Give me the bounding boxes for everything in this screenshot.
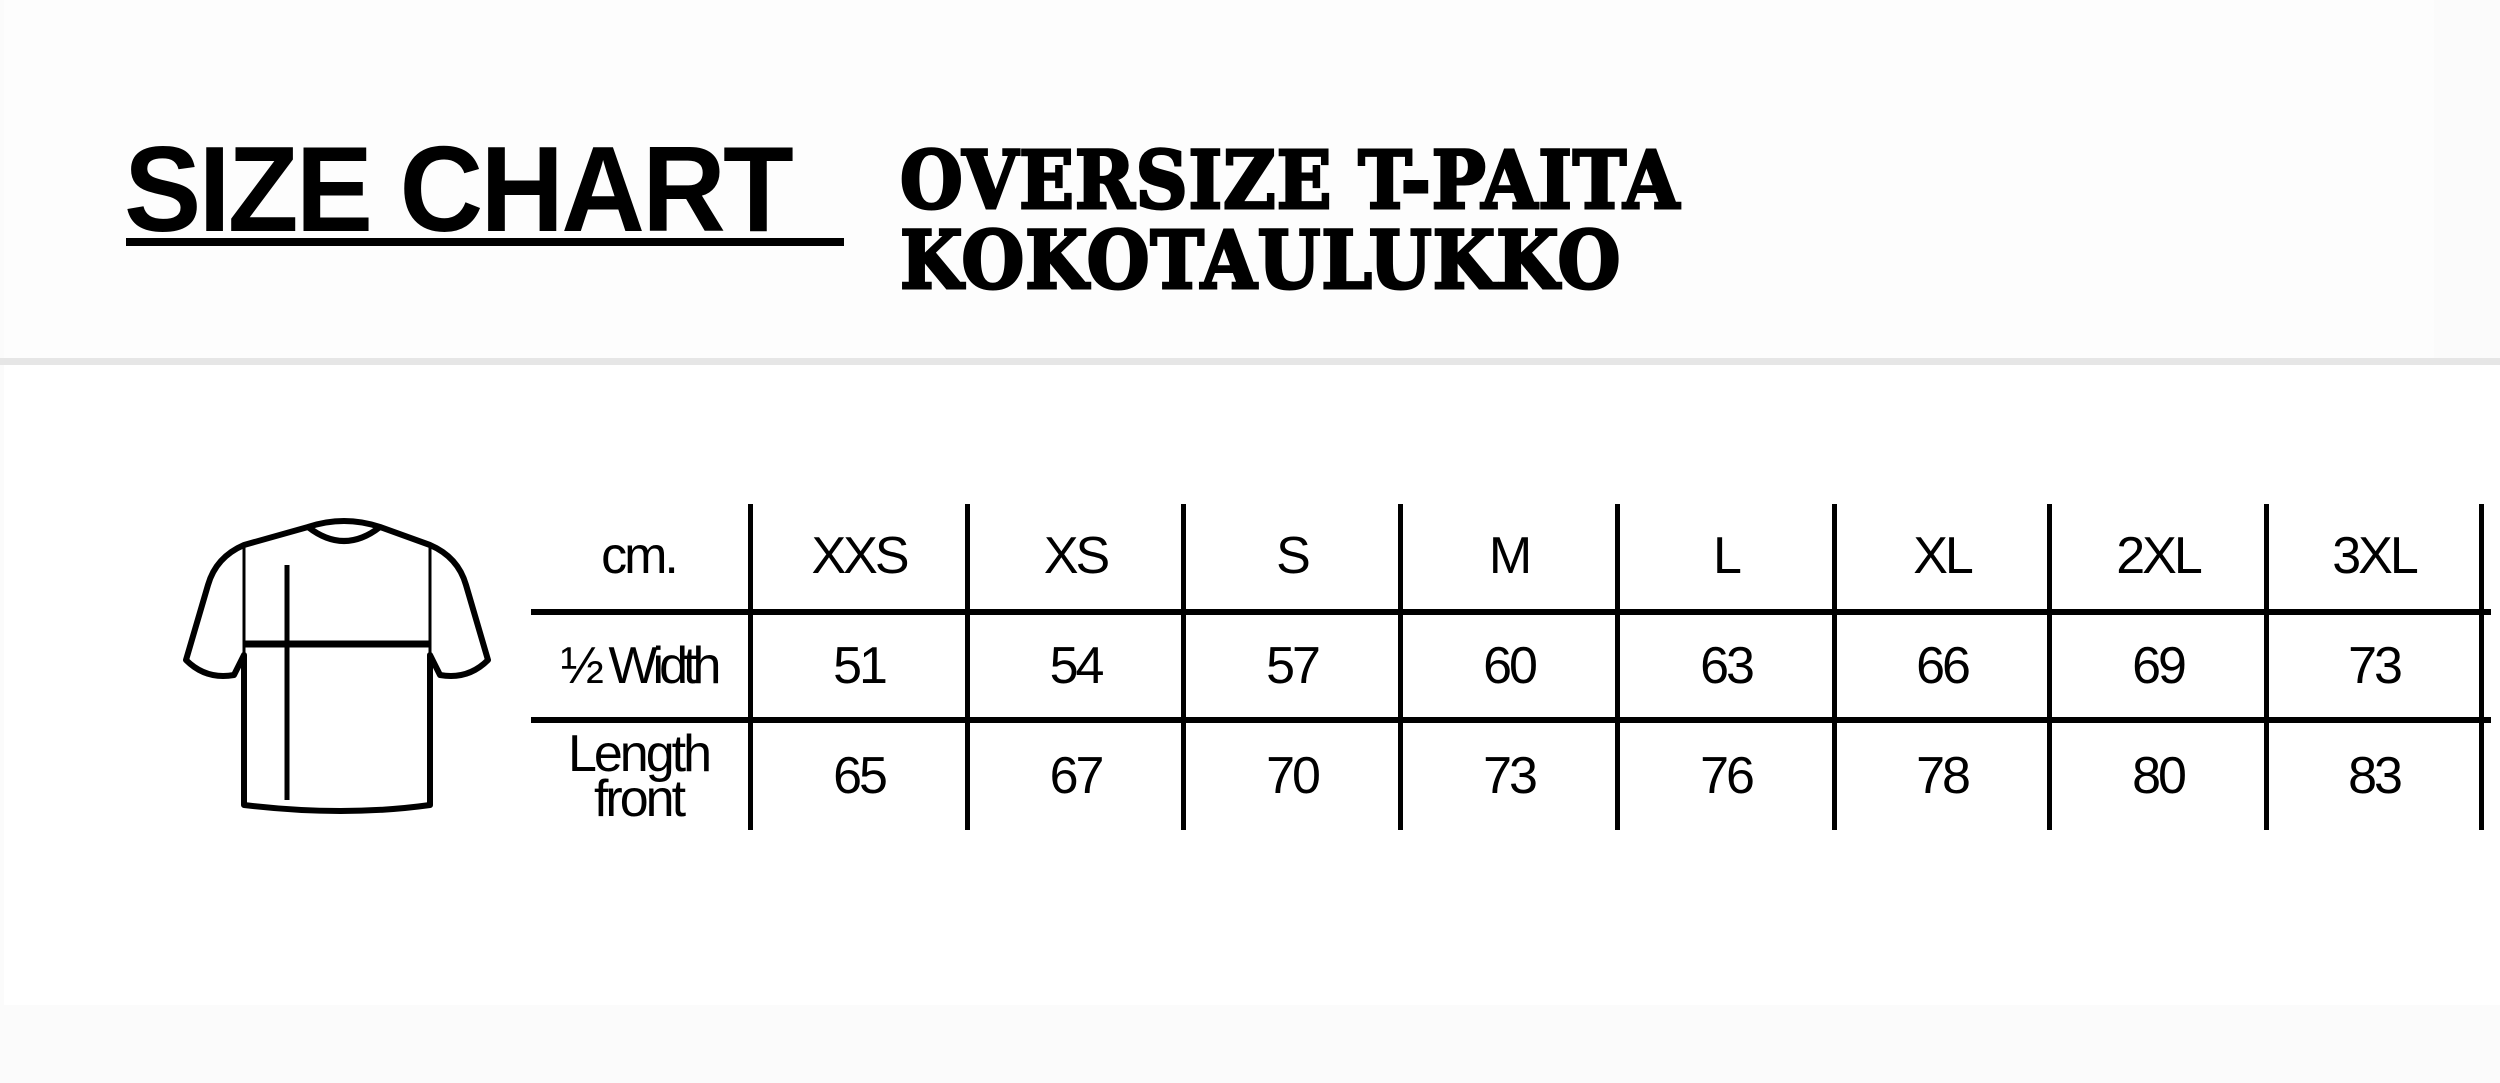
column-divider — [2047, 504, 2052, 830]
size-header-cell: XS — [1043, 527, 1110, 586]
size-header-cell: L — [1713, 527, 1742, 586]
half-width-cell: 69 — [2132, 636, 2187, 695]
divider — [0, 358, 2500, 365]
half-width-cell: 73 — [2348, 636, 2403, 695]
length-front-cell: 70 — [1266, 747, 1321, 806]
content-area — [4, 365, 2500, 1005]
row-divider — [531, 609, 2491, 615]
size-header-cell: XL — [1913, 527, 1974, 586]
size-header-cell: XXS — [811, 527, 909, 586]
title-underline — [126, 238, 844, 246]
length-front-cell: 67 — [1049, 747, 1105, 806]
length-front-cell: 83 — [2348, 747, 2403, 806]
t-shirt-icon — [183, 518, 491, 814]
size-header-cell: S — [1276, 527, 1311, 586]
row-divider — [531, 717, 2491, 723]
size-table: cm. ½ Width Length front XXS 51 65 XS 54 67 S 5… — [531, 504, 2491, 830]
column-divider — [748, 504, 753, 830]
length-front-cell: 76 — [1700, 747, 1755, 806]
length-front-cell: 78 — [1916, 747, 1971, 806]
column-divider — [1832, 504, 1837, 830]
column-divider — [2479, 504, 2484, 830]
row-label-line: front — [593, 769, 686, 828]
column-divider — [1181, 504, 1186, 830]
size-header-cell: M — [1488, 527, 1532, 586]
half-width-cell: 66 — [1916, 636, 1971, 695]
unit-label: cm. — [601, 527, 679, 586]
column-divider — [2264, 504, 2269, 830]
half-width-cell: 54 — [1049, 636, 1105, 695]
row-label-half-width: ½ Width — [560, 636, 722, 695]
row-label-line: Length — [567, 725, 712, 784]
column-divider — [965, 504, 970, 830]
half-width-cell: 51 — [833, 636, 888, 695]
half-width-cell: 60 — [1483, 636, 1538, 695]
page-title: SIZE CHART — [124, 121, 794, 257]
column-divider — [1615, 504, 1620, 830]
size-header-cell: 2XL — [2116, 527, 2203, 586]
half-width-cell: 63 — [1700, 636, 1755, 695]
row-label-length-front: Length front — [531, 723, 746, 830]
half-width-cell: 57 — [1266, 636, 1321, 695]
length-front-cell: 80 — [2132, 747, 2187, 806]
column-divider — [1398, 504, 1403, 830]
length-front-cell: 65 — [833, 747, 888, 806]
header-area — [4, 0, 2434, 358]
page-subtitle: OVERSIZE T-PAITA KOKOTAULUKKO — [899, 133, 1681, 307]
length-front-cell: 73 — [1483, 747, 1538, 806]
size-header-cell: 3XL — [2332, 527, 2419, 586]
